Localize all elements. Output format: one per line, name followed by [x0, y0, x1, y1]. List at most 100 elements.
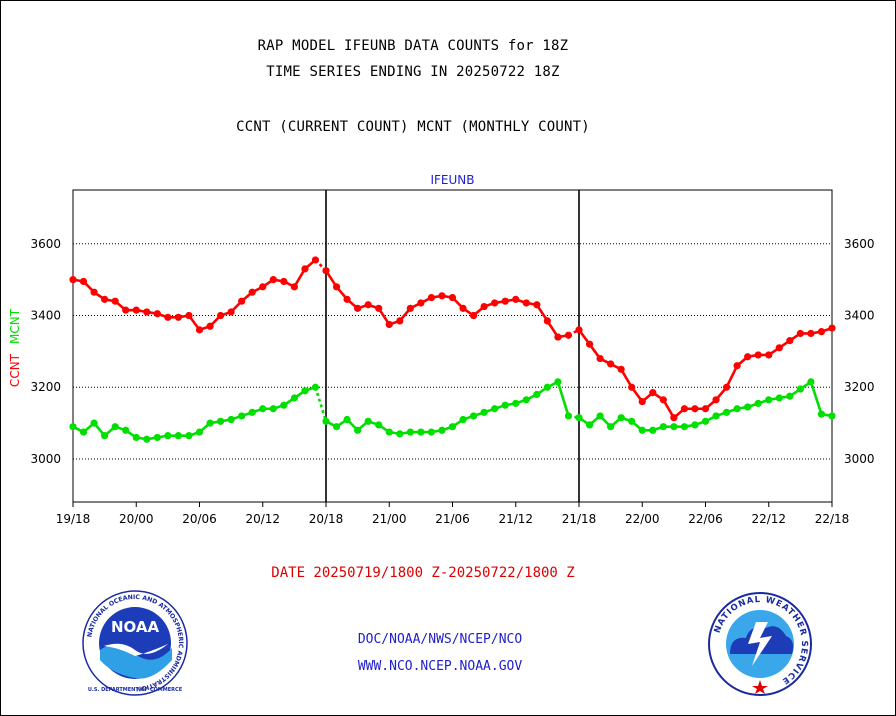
mcnt-point	[280, 401, 288, 409]
ccnt-point	[796, 329, 804, 338]
mcnt-point	[311, 383, 320, 391]
ccnt-point	[691, 405, 699, 413]
ccnt-point	[680, 405, 689, 413]
y-tick-label-left: 3600	[30, 237, 61, 251]
mcnt-point	[533, 390, 541, 399]
plot-title: IFEUNB	[430, 173, 474, 187]
ccnt-point	[269, 276, 277, 284]
ccnt-point	[101, 295, 109, 303]
mcnt-point	[575, 414, 583, 422]
mcnt-point	[301, 387, 309, 395]
mcnt-point	[701, 417, 710, 425]
y-tick-label-right: 3400	[844, 309, 875, 323]
x-tick-label: 20/12	[245, 512, 280, 526]
x-tick-label: 20/00	[119, 512, 154, 526]
mcnt-point	[733, 405, 741, 413]
mcnt-point	[659, 423, 667, 431]
mcnt-point	[417, 428, 425, 436]
y-tick-label-right: 3000	[844, 452, 875, 466]
y-tick-label-right: 3600	[844, 237, 875, 251]
ccnt-point	[765, 351, 773, 359]
x-tick-label: 22/06	[688, 512, 723, 526]
mcnt-point	[69, 423, 77, 431]
mcnt-line	[325, 380, 570, 436]
ccnt-point	[332, 283, 341, 291]
mcnt-point	[585, 421, 594, 429]
y-axis-label: CCNT MCNT	[8, 308, 22, 387]
ccnt-point	[111, 297, 119, 305]
ccnt-point	[670, 414, 678, 422]
mcnt-point	[786, 392, 794, 400]
ccnt-point	[427, 293, 436, 302]
ccnt-point	[69, 276, 77, 284]
mcnt-point	[259, 405, 267, 413]
ccnt-point	[195, 326, 204, 334]
mcnt-point	[807, 378, 815, 386]
ccnt-point	[522, 299, 530, 307]
x-tick-label: 20/18	[309, 512, 344, 526]
ccnt-point	[164, 313, 172, 321]
x-tick-label: 22/00	[625, 512, 660, 526]
mcnt-point	[459, 415, 467, 424]
mcnt-point	[269, 405, 277, 413]
ccnt-point	[354, 304, 362, 312]
mcnt-point	[122, 426, 130, 434]
mcnt-point	[638, 426, 646, 434]
ccnt-point	[617, 365, 625, 373]
mcnt-point	[670, 423, 678, 431]
footer-website: WWW.NCO.NCEP.NOAA.GOV	[357, 659, 523, 674]
ccnt-point	[469, 311, 478, 320]
mcnt-point	[469, 412, 478, 420]
x-tick-label: 19/18	[56, 512, 91, 526]
ccnt-point	[512, 295, 520, 303]
ccnt-point	[701, 405, 710, 413]
mcnt-point	[216, 417, 225, 425]
y-axis-label-mcnt: MCNT	[8, 308, 22, 344]
ccnt-point	[543, 317, 551, 325]
ccnt-point	[90, 288, 98, 296]
mcnt-point	[744, 403, 752, 411]
mcnt-point	[617, 414, 625, 422]
mcnt-point	[480, 408, 488, 416]
y-axis-label-ccnt: CCNT	[8, 353, 22, 387]
ccnt-point	[775, 344, 783, 352]
mcnt-point	[164, 432, 172, 440]
ccnt-point	[596, 354, 604, 363]
ccnt-point	[828, 324, 836, 332]
mcnt-point	[206, 419, 214, 427]
mcnt-point	[332, 423, 341, 431]
ccnt-point	[438, 292, 446, 300]
ccnt-point	[364, 301, 372, 309]
ccnt-point	[786, 337, 794, 345]
ccnt-point	[206, 322, 214, 330]
mcnt-point	[101, 432, 109, 440]
mcnt-point	[754, 399, 762, 407]
noaa-logo-label: NOAA	[111, 618, 160, 636]
ccnt-point	[248, 288, 256, 296]
x-tick-label: 22/12	[751, 512, 786, 526]
y-tick-label-left: 3200	[30, 380, 61, 394]
mcnt-point	[628, 417, 636, 425]
mcnt-point	[396, 430, 404, 438]
mcnt-point	[111, 423, 119, 431]
mcnt-point	[554, 378, 562, 386]
ccnt-point	[575, 326, 583, 334]
ccnt-point	[459, 304, 467, 312]
ccnt-point	[744, 353, 752, 361]
mcnt-point	[132, 433, 140, 442]
mcnt-point	[712, 412, 720, 420]
ccnt-line	[324, 269, 569, 339]
mcnt-point	[722, 408, 731, 416]
footer-org-path: DOC/NOAA/NWS/NCEP/NCO	[357, 632, 523, 647]
ccnt-point	[554, 333, 562, 341]
mcnt-point	[406, 428, 414, 436]
mcnt-point	[90, 419, 98, 427]
ccnt-point	[607, 360, 615, 368]
mcnt-point	[227, 415, 235, 424]
mcnt-point	[79, 428, 88, 436]
ccnt-point	[185, 311, 193, 320]
ccnt-point	[417, 299, 425, 307]
ccnt-point	[343, 295, 351, 303]
ccnt-point	[638, 397, 646, 406]
